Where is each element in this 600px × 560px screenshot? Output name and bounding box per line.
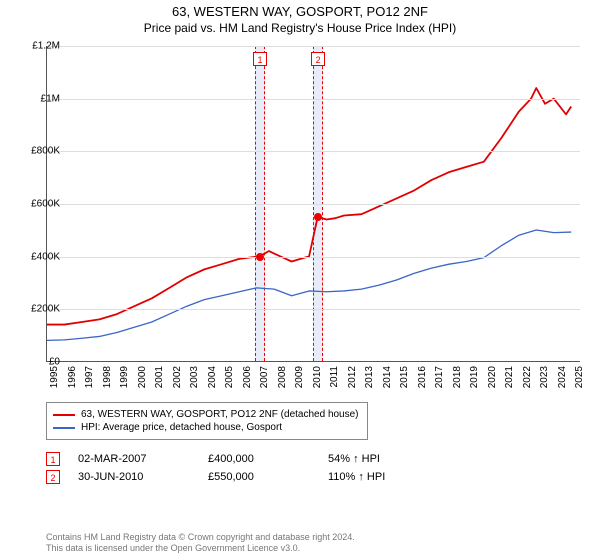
x-axis-label: 2008 — [277, 366, 288, 388]
x-axis-label: 1998 — [102, 366, 113, 388]
table-row: 2 30-JUN-2010 £550,000 110% ↑ HPI — [46, 470, 448, 484]
transaction-dot — [314, 213, 322, 221]
x-axis-label: 2015 — [399, 366, 410, 388]
footer-line2: This data is licensed under the Open Gov… — [46, 543, 355, 554]
legend-swatch-hpi — [53, 427, 75, 429]
x-axis-label: 2014 — [382, 366, 393, 388]
txn-marker-2: 2 — [46, 470, 60, 484]
x-axis-label: 2010 — [312, 366, 323, 388]
x-axis-label: 1995 — [49, 366, 60, 388]
txn-date: 02-MAR-2007 — [78, 453, 208, 465]
series-line-hpi — [47, 230, 571, 340]
footer-line1: Contains HM Land Registry data © Crown c… — [46, 532, 355, 543]
grid-line — [47, 99, 580, 100]
grid-line — [47, 204, 580, 205]
chart-plot-area: 12 — [46, 46, 580, 362]
title-subtitle: Price paid vs. HM Land Registry's House … — [0, 21, 600, 35]
x-axis-label: 2009 — [294, 366, 305, 388]
txn-marker-1: 1 — [46, 452, 60, 466]
y-axis-label: £600K — [16, 199, 60, 210]
y-axis-label: £400K — [16, 251, 60, 262]
x-axis-label: 2019 — [469, 366, 480, 388]
x-axis-label: 2025 — [574, 366, 585, 388]
series-line-subject — [47, 88, 571, 325]
transaction-marker-box: 2 — [311, 52, 325, 66]
x-axis-label: 2007 — [259, 366, 270, 388]
x-axis-label: 2023 — [539, 366, 550, 388]
x-axis-label: 2018 — [452, 366, 463, 388]
x-axis-label: 2011 — [329, 366, 340, 388]
transaction-dot — [256, 253, 264, 261]
x-axis-label: 2020 — [487, 366, 498, 388]
legend-row: 63, WESTERN WAY, GOSPORT, PO12 2NF (deta… — [53, 409, 359, 420]
x-axis-label: 1999 — [119, 366, 130, 388]
grid-line — [47, 309, 580, 310]
txn-date: 30-JUN-2010 — [78, 471, 208, 483]
title-block: 63, WESTERN WAY, GOSPORT, PO12 2NF Price… — [0, 0, 600, 35]
table-row: 1 02-MAR-2007 £400,000 54% ↑ HPI — [46, 452, 448, 466]
legend-swatch-subject — [53, 414, 75, 416]
x-axis-label: 2005 — [224, 366, 235, 388]
x-axis-label: 2016 — [417, 366, 428, 388]
x-axis-label: 2003 — [189, 366, 200, 388]
x-axis-label: 2004 — [207, 366, 218, 388]
grid-line — [47, 46, 580, 47]
grid-line — [47, 257, 580, 258]
txn-hpi: 110% ↑ HPI — [328, 471, 448, 483]
title-address: 63, WESTERN WAY, GOSPORT, PO12 2NF — [0, 4, 600, 19]
x-axis-label: 2001 — [154, 366, 165, 388]
x-axis-label: 2022 — [522, 366, 533, 388]
x-axis-label: 2012 — [347, 366, 358, 388]
x-axis-label: 1997 — [84, 366, 95, 388]
chart-container: 63, WESTERN WAY, GOSPORT, PO12 2NF Price… — [0, 0, 600, 560]
legend-label-subject: 63, WESTERN WAY, GOSPORT, PO12 2NF (deta… — [81, 409, 359, 420]
grid-line — [47, 151, 580, 152]
y-axis-label: £1.2M — [16, 41, 60, 52]
x-axis-label: 2024 — [557, 366, 568, 388]
transaction-marker-box: 1 — [253, 52, 267, 66]
x-axis-label: 2017 — [434, 366, 445, 388]
legend-label-hpi: HPI: Average price, detached house, Gosp… — [81, 422, 282, 433]
y-axis-label: £200K — [16, 304, 60, 315]
x-axis-label: 1996 — [67, 366, 78, 388]
y-axis-label: £1M — [16, 93, 60, 104]
legend-row: HPI: Average price, detached house, Gosp… — [53, 422, 359, 433]
legend-box: 63, WESTERN WAY, GOSPORT, PO12 2NF (deta… — [46, 402, 368, 440]
txn-price: £400,000 — [208, 453, 328, 465]
x-axis-label: 2013 — [364, 366, 375, 388]
x-axis-label: 2002 — [172, 366, 183, 388]
plot-canvas: 12 — [46, 46, 580, 362]
footer-attribution: Contains HM Land Registry data © Crown c… — [46, 532, 355, 555]
x-axis-label: 2021 — [504, 366, 515, 388]
x-axis-label: 2006 — [242, 366, 253, 388]
transactions-table: 1 02-MAR-2007 £400,000 54% ↑ HPI 2 30-JU… — [46, 448, 448, 488]
x-axis-label: 2000 — [137, 366, 148, 388]
txn-hpi: 54% ↑ HPI — [328, 453, 448, 465]
y-axis-label: £800K — [16, 146, 60, 157]
txn-price: £550,000 — [208, 471, 328, 483]
